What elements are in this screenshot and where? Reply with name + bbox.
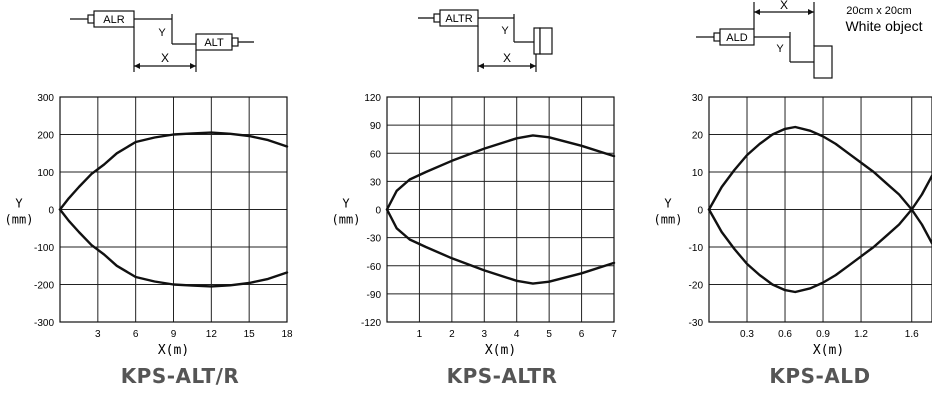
x-tick-label: 3: [482, 329, 488, 340]
y-tick-label: -120: [361, 318, 381, 329]
receiver-label: ALT: [204, 37, 224, 49]
x-tick-label: 18: [281, 329, 293, 340]
y-tick-label: -20: [689, 281, 704, 292]
x-tick-label: 5: [546, 329, 552, 340]
y-axis-label: Y: [15, 197, 23, 211]
white-object: [813, 45, 833, 79]
y-axis-unit: (mm): [332, 213, 361, 227]
x-tick-label: 0.9: [816, 329, 830, 340]
x-tick-label: 1.2: [854, 329, 868, 340]
x-axis-label: X(m): [813, 343, 844, 358]
y-tick-label: -200: [34, 281, 54, 292]
series-line: [385, 208, 616, 285]
x-tick-label: 12: [206, 329, 218, 340]
y-tick-label: 0: [375, 206, 381, 217]
y-tick-label: -30: [367, 234, 382, 245]
x-tick-label: 15: [244, 329, 256, 340]
y-tick-label: 30: [370, 177, 382, 188]
y-offset-label: Y: [776, 43, 784, 55]
setup-diagram-alt-r: ALR Y ALT X: [70, 10, 254, 72]
x-tick-label: 6: [579, 329, 585, 340]
x-tick-label: 1.6: [905, 329, 919, 340]
emitter-label: ALR: [103, 14, 124, 26]
series-line: [707, 208, 932, 294]
x-tick-label: 0.6: [778, 329, 792, 340]
y-tick-label: 90: [370, 121, 382, 132]
y-tick-label: -60: [367, 262, 382, 273]
series-line: [385, 134, 616, 211]
y-tick-label: -300: [34, 318, 54, 329]
chart-kps-altr: -120 -90 -60 -30 0 30 60 90 120 1 2 3 4 5 6 7 X(m) Y (mm): [332, 93, 618, 358]
setup-diagram-altr: ALTR Y X: [418, 9, 553, 72]
object-size-label: 20cm x 20cm: [846, 5, 911, 17]
x-axis-label: X(m): [158, 343, 189, 358]
y-tick-label: -100: [34, 243, 54, 254]
x-tick-label: 9: [171, 329, 177, 340]
y-tick-label: 120: [364, 93, 381, 104]
x-tick-label: 6: [133, 329, 139, 340]
x-distance-label: X: [780, 0, 788, 12]
series-line: [58, 131, 289, 211]
x-tick-label: 7: [611, 329, 617, 340]
y-tick-label: 100: [37, 168, 54, 179]
y-tick-label: -10: [689, 243, 704, 254]
y-tick-label: 10: [692, 168, 704, 179]
x-distance-label: X: [161, 51, 169, 65]
x-tick-label: 4: [514, 329, 520, 340]
chart-kps-alt-r: -300 -200 -100 0 100 200 300 3 6 9 12 15 18 X(m) Y (mm): [5, 93, 293, 358]
setup-diagram-ald: ALD Y X 20cm x 20cm White object: [696, 0, 923, 79]
y-axis-label: Y: [342, 197, 350, 211]
model-caption: KPS-ALT/R: [120, 364, 240, 388]
x-tick-label: 1: [417, 329, 423, 340]
y-offset-label: Y: [501, 25, 509, 37]
chart-kps-ald: -30 -20 -10 0 10 20 30 0.3 0.6 0.9 1.2 1.6 X(m) Y (mm): [654, 93, 932, 358]
y-tick-label: 30: [692, 93, 704, 104]
y-tick-label: 0: [697, 206, 703, 217]
y-offset-label: Y: [158, 27, 166, 39]
model-caption: KPS-ALTR: [446, 364, 558, 388]
y-tick-label: 200: [37, 131, 54, 142]
x-tick-label: 0.3: [740, 329, 754, 340]
y-tick-label: -30: [689, 318, 704, 329]
object-name-label: White object: [845, 18, 922, 34]
x-tick-label: 2: [449, 329, 455, 340]
model-caption: KPS-ALD: [769, 364, 871, 388]
x-distance-label: X: [503, 51, 511, 65]
y-tick-label: -90: [367, 290, 382, 301]
y-tick-label: 300: [37, 93, 54, 104]
y-axis-unit: (mm): [5, 213, 34, 227]
y-tick-label: 60: [370, 149, 382, 160]
emitter-label: ALTR: [445, 13, 472, 25]
y-tick-label: 20: [692, 131, 704, 142]
y-axis-label: Y: [664, 197, 672, 211]
x-axis-label: X(m): [485, 343, 516, 358]
series-line: [58, 208, 289, 288]
series-line: [707, 125, 932, 211]
reflector: [533, 27, 541, 55]
emitter-label: ALD: [726, 32, 747, 44]
y-axis-unit: (mm): [654, 213, 683, 227]
y-tick-label: 0: [48, 206, 54, 217]
x-tick-label: 3: [95, 329, 101, 340]
